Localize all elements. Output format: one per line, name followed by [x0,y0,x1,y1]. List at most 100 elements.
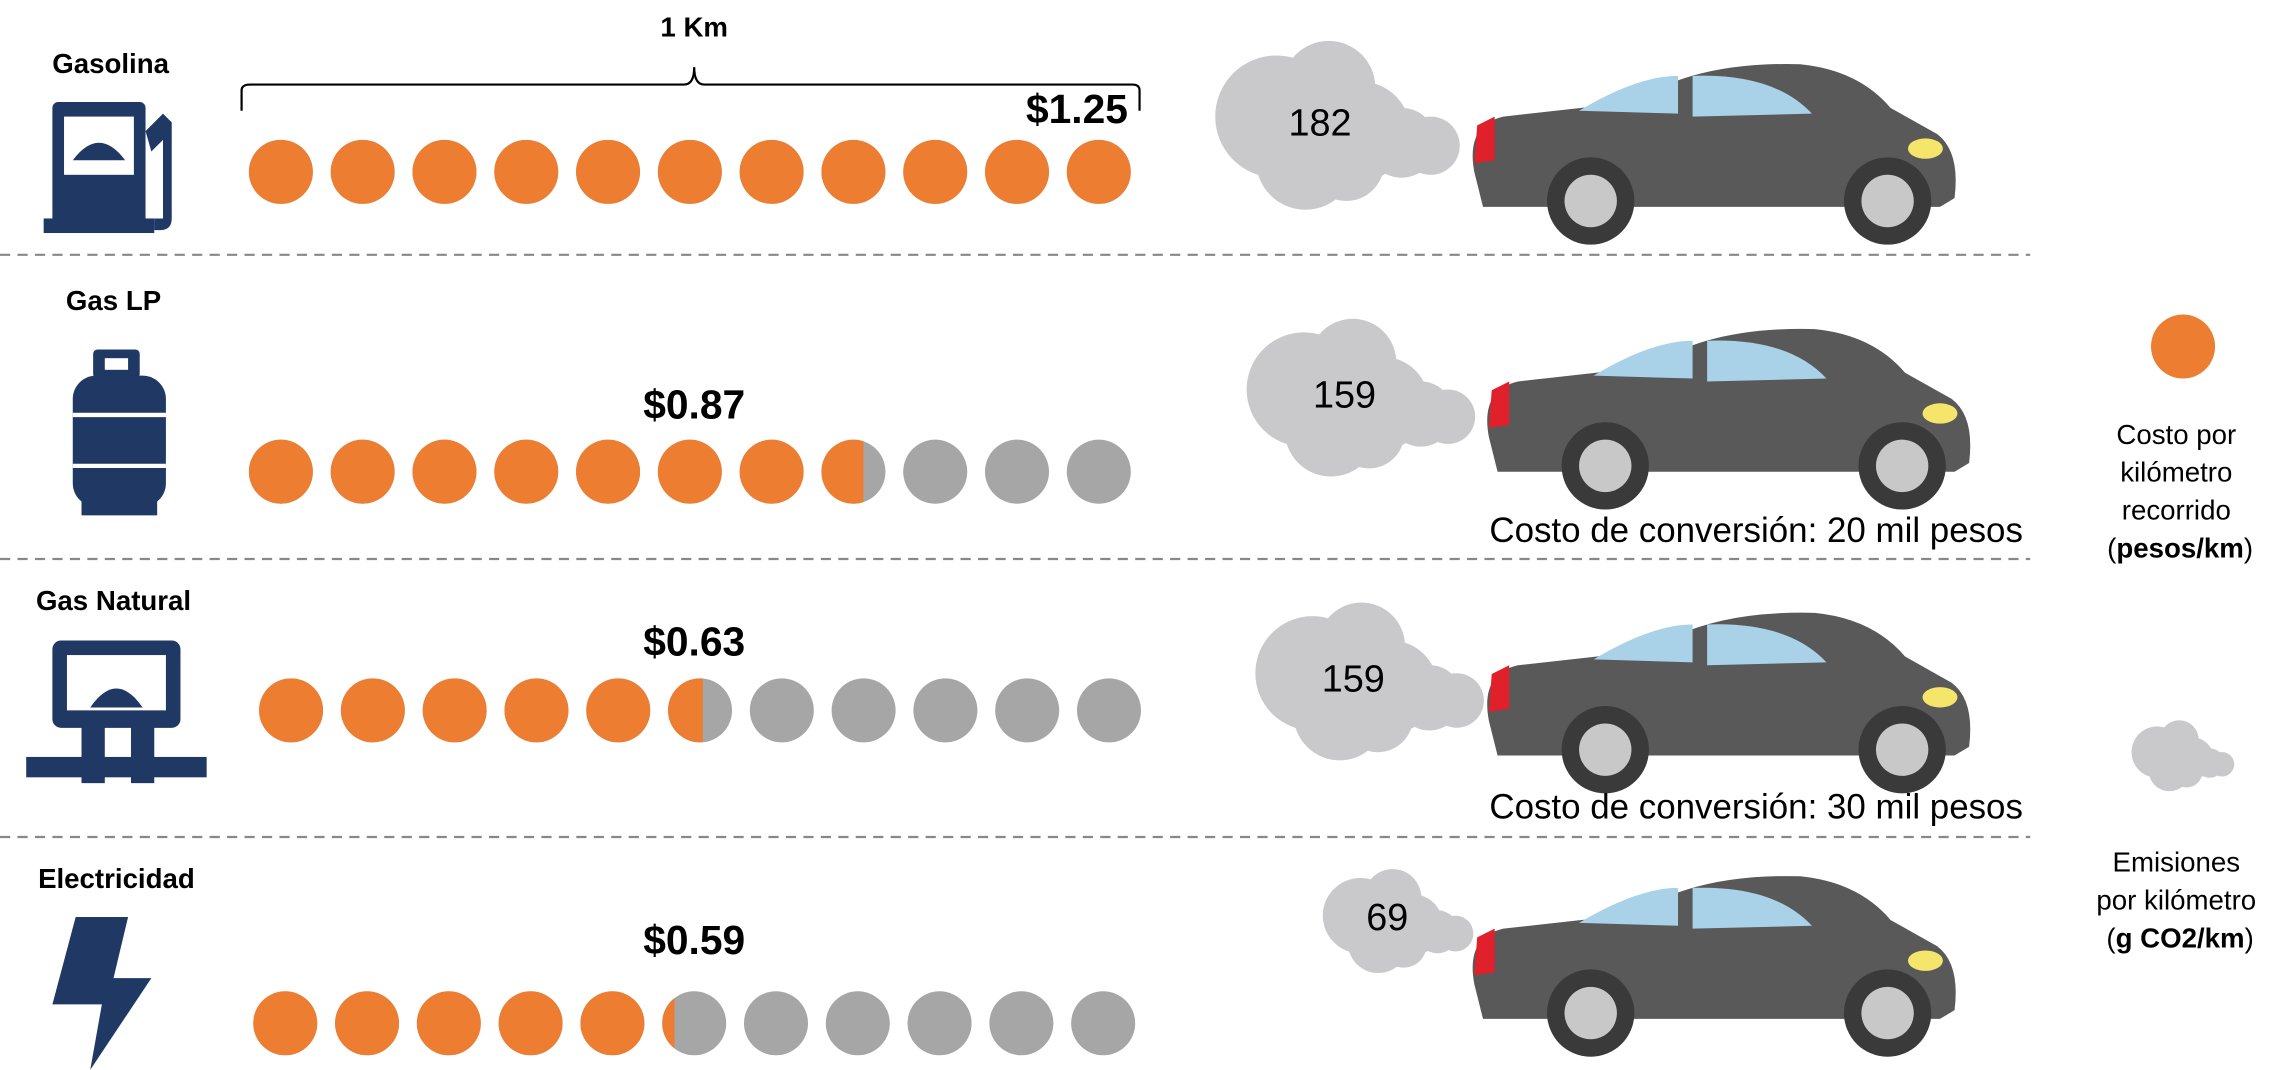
cost-icon [417,991,481,1055]
legend-swatch [2151,315,2215,379]
car-window [1594,625,1693,663]
hub [1861,987,1913,1039]
cost-icon-empty [744,991,808,1055]
value-label: $0.87 [643,381,745,427]
hub [1876,723,1928,775]
unit-label: 1 Km [660,12,728,43]
cost-icon-empty [913,678,977,742]
value-label: $1.25 [1026,86,1128,132]
cost-icon [423,678,487,742]
cost-icon-empty [1071,991,1135,1055]
cost-icon-empty [989,991,1053,1055]
cost-icon-empty [1067,440,1131,504]
car [1487,329,1970,510]
cost-icon-empty [995,678,1059,742]
icon-gasolina [44,102,172,233]
cost-icon [494,140,558,204]
hub [1565,987,1617,1039]
cloud-puff [1437,916,1473,952]
hub [1579,723,1631,775]
cost-icon [658,140,722,204]
cloud-puff [2171,756,2203,788]
head-light [1908,951,1943,971]
head-light [1923,687,1958,707]
cost-icon [494,440,558,504]
cost-icon-empty [826,991,890,1055]
cost-icon [335,991,399,1055]
cost-icon [249,140,313,204]
cost-icon-empty [903,440,967,504]
car [1473,64,1956,245]
cost-icon [412,440,476,504]
emission-label: 159 [1322,658,1385,700]
tail-light [1489,381,1509,428]
head-light [1923,403,1958,423]
cost-icon [576,140,640,204]
cost-icon-empty [832,678,896,742]
category-label: Gasolina [52,48,169,79]
km-brace [242,67,1140,111]
cost-icon [341,678,405,742]
icon-gas-natural [26,641,206,784]
emission-label: 159 [1313,374,1376,416]
category-label: Gas Natural [36,585,191,616]
cost-icon-empty [908,991,972,1055]
hub [1579,440,1631,492]
emission-label: 182 [1288,102,1351,144]
category-label: Electricidad [38,863,195,894]
emission-label: 69 [1366,897,1408,939]
cost-icon [249,440,313,504]
legend-swatch [2132,720,2235,791]
cost-icon [580,991,644,1055]
car-window [1594,341,1693,379]
cost-icon-empty [750,678,814,742]
conversion-note: Costo de conversión: 20 mil pesos [1489,511,2023,550]
cost-icon [586,678,650,742]
tail-light [1474,117,1494,164]
cost-icon [740,140,804,204]
cost-icon [903,140,967,204]
cost-icon [1067,140,1131,204]
cost-icon [821,140,885,204]
car-window [1579,888,1678,926]
conversion-note: Costo de conversión: 30 mil pesos [1489,788,2023,827]
hub [1861,175,1913,227]
hub [1876,440,1928,492]
cost-icons [249,440,1131,504]
cost-icon [576,440,640,504]
cost-icon [412,140,476,204]
cloud-puff [1421,389,1475,443]
cloud-puff [2210,752,2234,776]
car-window [1579,76,1678,114]
cost-icon [740,440,804,504]
icon-electricidad [52,917,151,1070]
value-label: $0.59 [643,917,745,963]
cost-icons [259,678,1141,742]
cost-icons [249,140,1131,204]
tail-light [1489,665,1509,712]
cost-icon-empty [985,440,1049,504]
cost-icon-empty [1077,678,1141,742]
legend-entry: Emisiones por kilómetro (g CO2/km) [2096,847,2263,954]
cost-icon [504,678,568,742]
car [1487,613,1970,794]
cost-icons [253,991,1135,1055]
chart: 1 Km Costo por kilómetro recorrido (peso… [0,0,2282,1070]
cloud-puff [1429,673,1483,727]
car [1473,876,1956,1057]
cloud-puff [1402,117,1460,175]
tail-light [1474,929,1494,976]
icon-gas-lp [73,349,166,515]
cost-icon [259,678,323,742]
cost-icon [985,140,1049,204]
hub [1565,175,1617,227]
cost-icon [658,440,722,504]
cost-icon [331,140,395,204]
head-light [1908,138,1943,158]
value-label: $0.63 [643,619,745,665]
legend-entry: Costo por kilómetro recorrido (pesos/km) [2107,419,2253,564]
cost-icon [331,440,395,504]
cost-icon [253,991,317,1055]
cost-icon [499,991,563,1055]
category-label: Gas LP [66,285,161,316]
